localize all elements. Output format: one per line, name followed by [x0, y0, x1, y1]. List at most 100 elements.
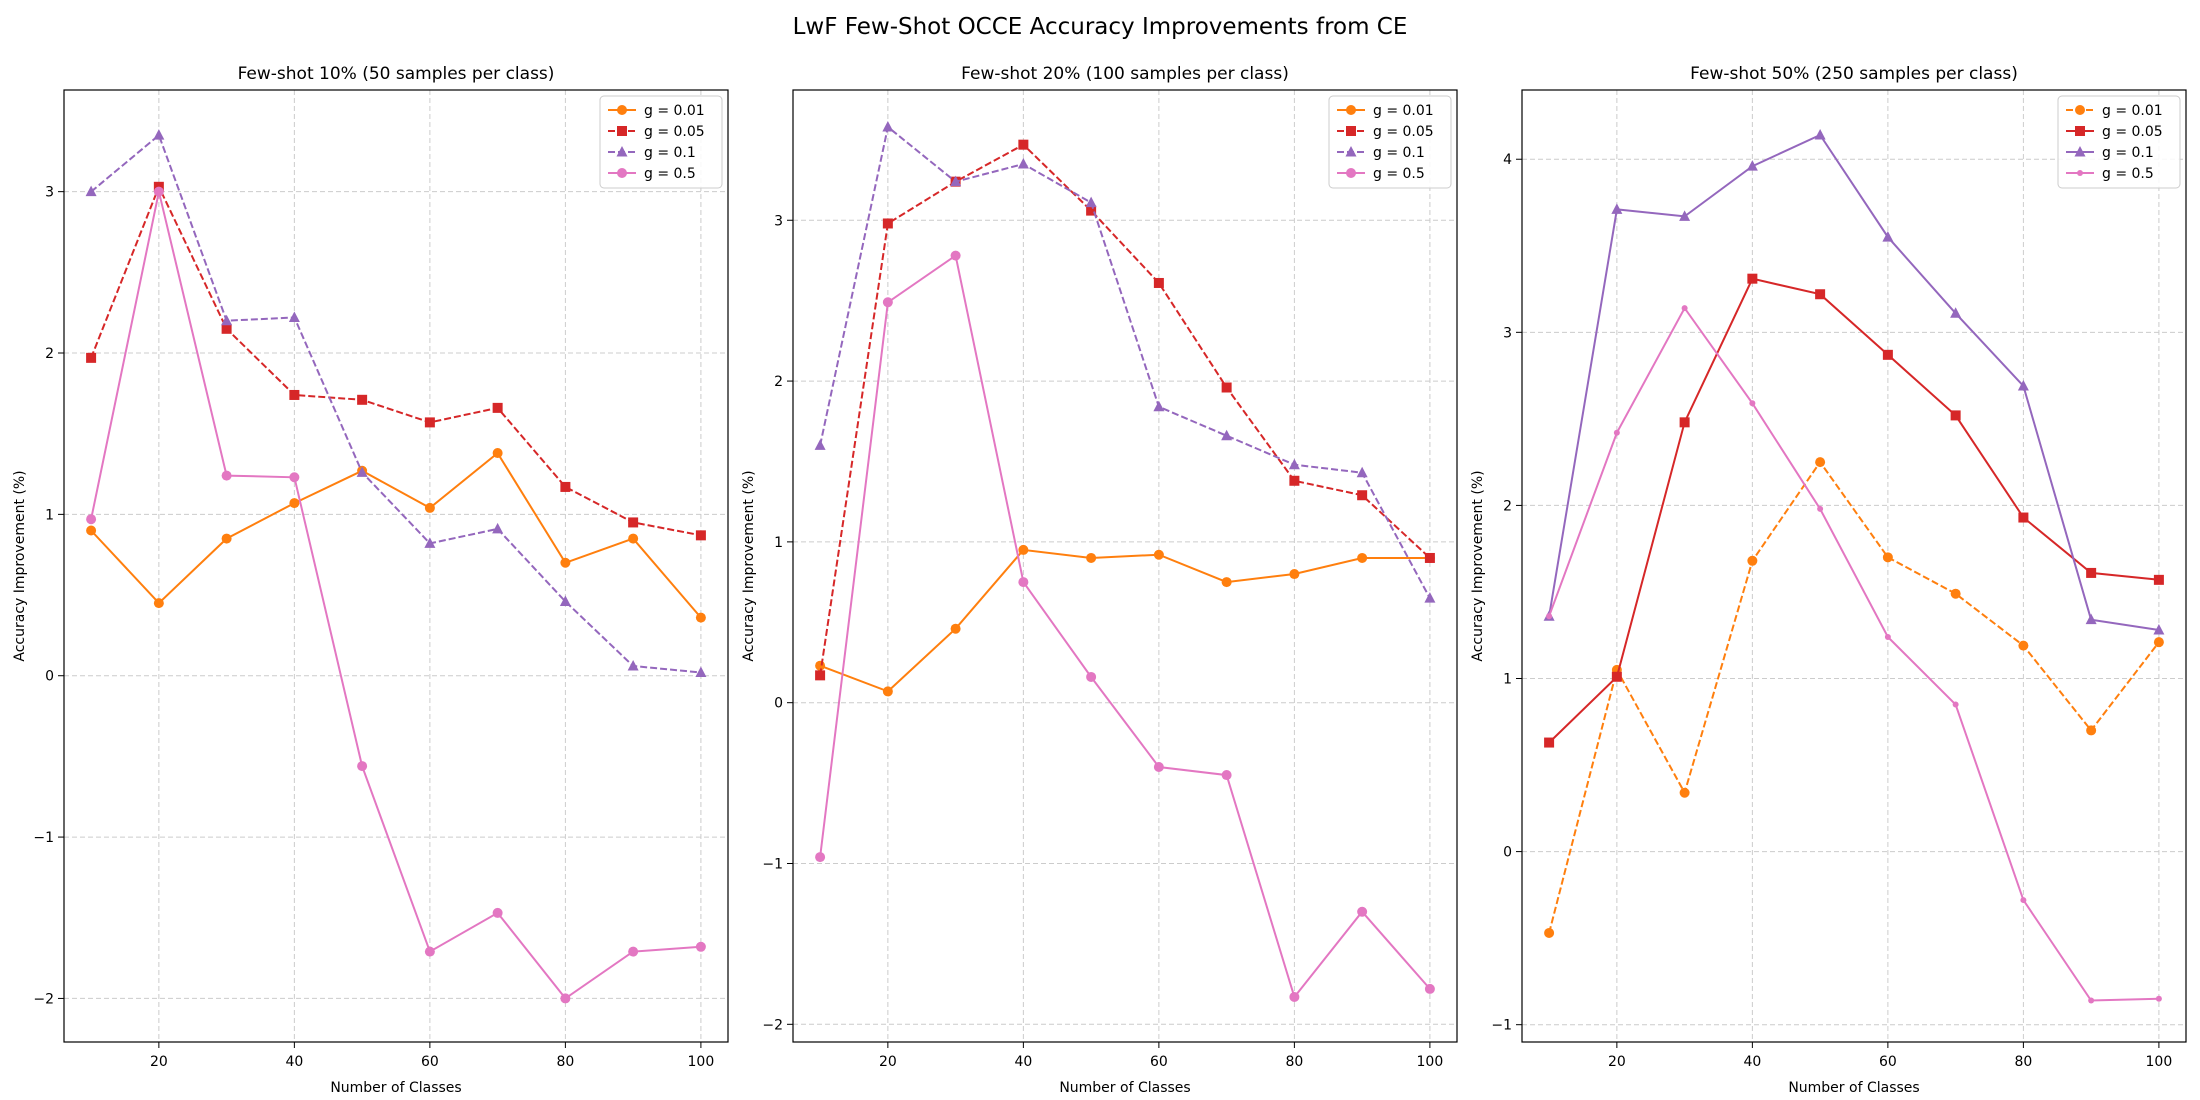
- y-axis-label: Accuracy Improvement (%): [741, 470, 757, 661]
- legend-marker: [617, 168, 627, 178]
- data-point: [153, 186, 164, 197]
- series-line: [819, 125, 1431, 599]
- y-tick-label: 0: [774, 696, 783, 712]
- data-point: [357, 761, 368, 772]
- data-point: [1153, 549, 1164, 560]
- series-line: [90, 184, 702, 537]
- legend-label: g = 0.01: [1373, 103, 1434, 119]
- data-point: [1950, 588, 1961, 599]
- data-point: [424, 946, 435, 957]
- x-tick-label: 100: [1417, 1054, 1444, 1070]
- x-tick-label: 80: [1285, 1054, 1303, 1070]
- x-tick-label: 100: [688, 1054, 715, 1070]
- data-point: [2018, 512, 2029, 523]
- legend-marker: [2075, 126, 2085, 136]
- data-point: [221, 314, 233, 326]
- data-point: [950, 623, 961, 634]
- figure-title: LwF Few-Shot OCCE Accuracy Improvements …: [792, 14, 1408, 40]
- data-point: [628, 946, 639, 957]
- data-point: [1749, 400, 1756, 407]
- series-g-0-5: [86, 186, 706, 1004]
- y-tick-label: 1: [774, 535, 783, 551]
- series-line: [1548, 306, 2159, 1002]
- data-point: [1950, 307, 1962, 318]
- series-line: [819, 143, 1431, 676]
- subplot-1: 20 40 60 80 100 −2 −1 0 1 2 3 Few-shot 10% (50 samp…: [12, 64, 729, 1096]
- data-point: [1611, 203, 1623, 214]
- data-point: [695, 530, 706, 541]
- data-point: [1746, 160, 1758, 171]
- plot-frame: [1521, 89, 2187, 1043]
- legend-marker: [1346, 168, 1356, 178]
- data-point: [1544, 927, 1555, 938]
- data-point: [221, 323, 232, 334]
- x-tick-label: 40: [1743, 1054, 1761, 1070]
- data-point: [1815, 289, 1826, 300]
- x-axis-label: Number of Classes: [1788, 1080, 1919, 1096]
- series-line: [819, 548, 1430, 693]
- y-tick-label: 2: [1503, 498, 1512, 514]
- data-point: [882, 120, 894, 132]
- series-line: [819, 253, 1431, 1000]
- data-point: [1017, 157, 1029, 169]
- x-tick-label: 80: [556, 1054, 574, 1070]
- legend-marker: [2074, 146, 2086, 157]
- y-tick-label: 3: [45, 185, 54, 201]
- legend-label: g = 0.1: [2102, 145, 2154, 161]
- data-point: [492, 522, 504, 534]
- x-tick-label: 40: [285, 1054, 303, 1070]
- data-point: [1086, 552, 1097, 563]
- data-point: [1611, 671, 1622, 682]
- data-point: [815, 670, 826, 681]
- data-point: [1613, 429, 1620, 436]
- data-point: [492, 907, 503, 918]
- data-point: [357, 394, 368, 405]
- data-point: [1356, 466, 1368, 478]
- data-point: [1153, 762, 1164, 773]
- data-point: [1221, 577, 1232, 588]
- legend-label: g = 0.05: [1373, 124, 1434, 140]
- data-point: [1882, 349, 1893, 360]
- data-point: [1544, 737, 1555, 748]
- data-point: [289, 498, 300, 509]
- data-point: [1018, 577, 1029, 588]
- data-point: [950, 175, 962, 187]
- data-point: [356, 466, 368, 477]
- data-point: [882, 686, 893, 697]
- y-tick-label: −1: [1491, 1018, 1512, 1034]
- x-tick-label: 20: [879, 1054, 897, 1070]
- data-point: [815, 852, 826, 863]
- series-g-0-05: [86, 181, 706, 541]
- y-tick-label: 1: [45, 507, 54, 523]
- data-point: [289, 389, 300, 400]
- x-tick-label: 100: [2146, 1054, 2173, 1070]
- data-point: [628, 533, 639, 544]
- x-tick-label: 80: [2014, 1054, 2032, 1070]
- y-tick-label: −2: [33, 991, 54, 1007]
- data-point: [1018, 544, 1029, 555]
- y-tick-label: −1: [762, 857, 783, 873]
- data-point: [2153, 574, 2164, 585]
- data-point: [1815, 457, 1826, 468]
- data-point: [1546, 613, 1553, 620]
- data-point: [1289, 475, 1300, 486]
- data-point: [1153, 400, 1165, 412]
- legend-label: g = 0.01: [644, 103, 705, 119]
- data-point: [221, 470, 232, 481]
- legend: g = 0.01 g = 0.05 g = 0.1 g = 0.5: [599, 95, 723, 189]
- legend-box: [599, 95, 723, 189]
- series-g-0-1: [814, 120, 1436, 603]
- legend-marker: [2075, 105, 2085, 115]
- data-point: [1424, 983, 1435, 994]
- legend-label: g = 0.05: [2102, 124, 2163, 140]
- legend: g = 0.01 g = 0.05 g = 0.1 g = 0.5: [1328, 95, 1452, 189]
- data-point: [1221, 429, 1233, 441]
- data-point: [492, 402, 503, 413]
- y-tick-label: 1: [1503, 672, 1512, 688]
- y-axis-label: Accuracy Improvement (%): [1470, 470, 1486, 661]
- y-tick-label: −1: [33, 830, 54, 846]
- data-point: [1357, 906, 1368, 917]
- series-line: [1548, 277, 2160, 744]
- data-point: [86, 514, 97, 525]
- data-point: [882, 297, 893, 308]
